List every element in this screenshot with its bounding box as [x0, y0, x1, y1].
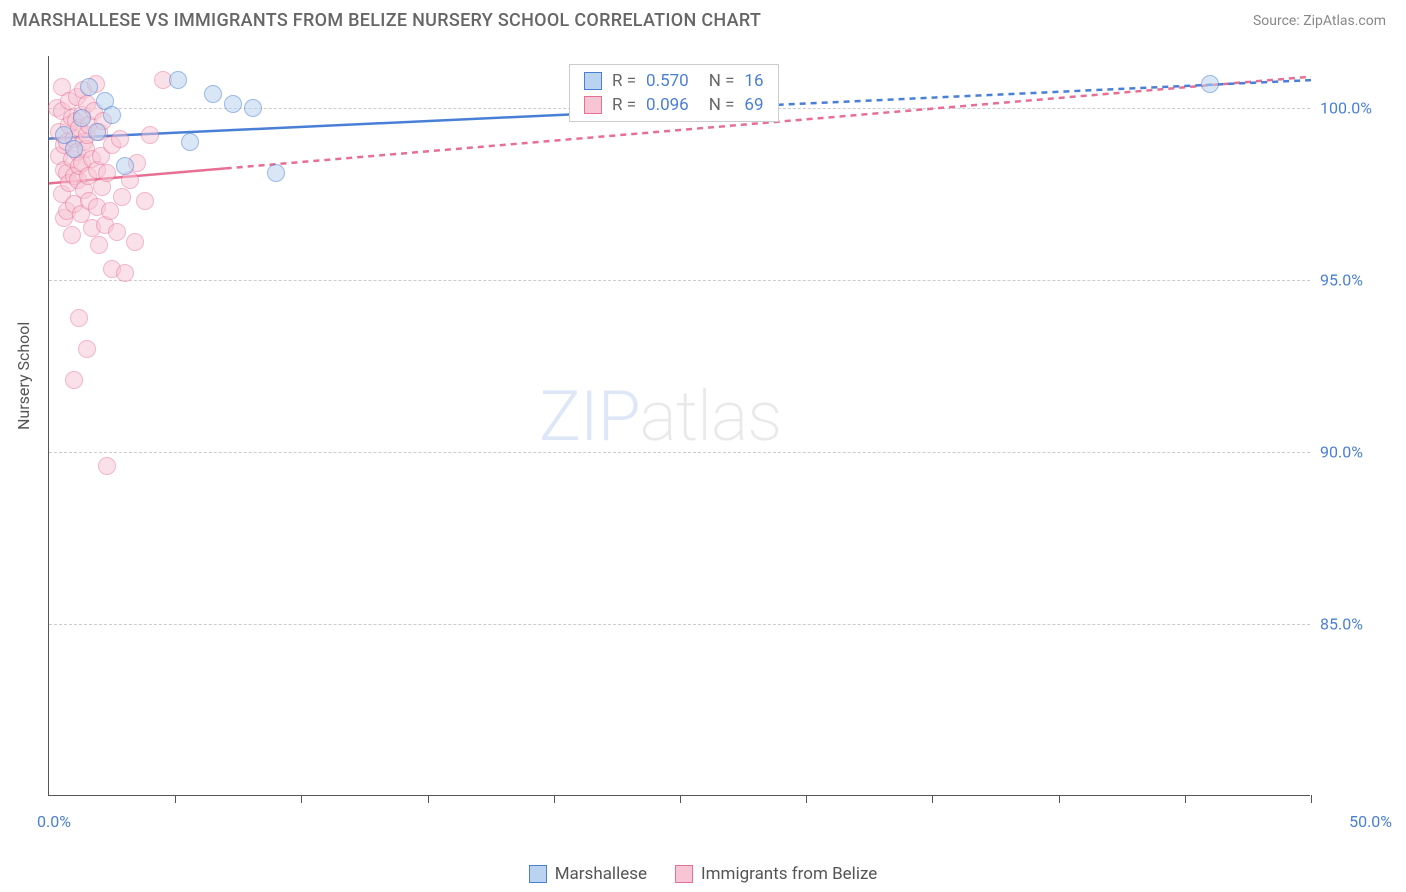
y-tick-label: 95.0% [1320, 270, 1390, 289]
data-point [65, 140, 83, 158]
scatter-plot-area: ZIPatlas 85.0%90.0%95.0%100.0% 0.0% 50.0… [48, 56, 1310, 796]
data-point [181, 133, 199, 151]
trendlines-svg [49, 56, 1310, 795]
x-tick-mark [680, 795, 681, 803]
legend-row-a: R = 0.570 N = 16 [570, 69, 778, 93]
y-axis-label: Nursery School [14, 322, 33, 430]
x-axis-max-label: 50.0% [1349, 812, 1392, 831]
x-axis-min-label: 0.0% [37, 812, 71, 831]
data-point [90, 236, 108, 254]
r-label: R = [612, 95, 636, 115]
data-point [204, 85, 222, 103]
x-tick-mark [554, 795, 555, 803]
series-a-name: Marshallese [555, 864, 647, 884]
data-point [98, 457, 116, 475]
source-attribution: Source: ZipAtlas.com [1253, 13, 1386, 29]
data-point [103, 106, 121, 124]
data-point [126, 233, 144, 251]
data-point [113, 188, 131, 206]
legend-item-b: Immigrants from Belize [675, 864, 877, 884]
x-tick-mark [301, 795, 302, 803]
x-tick-mark [1311, 795, 1312, 803]
series-b-name: Immigrants from Belize [701, 864, 877, 884]
n-label: N = [709, 95, 735, 115]
chart-header: MARSHALLESE VS IMMIGRANTS FROM BELIZE NU… [0, 0, 1406, 36]
data-point [63, 226, 81, 244]
correlation-legend: R = 0.570 N = 16 R = 0.096 N = 69 [569, 64, 779, 122]
n-value-b: 69 [744, 95, 763, 115]
data-point [267, 164, 285, 182]
swatch-b [584, 96, 602, 114]
x-tick-mark [806, 795, 807, 803]
swatch-a [529, 865, 547, 883]
y-tick-label: 100.0% [1320, 98, 1390, 117]
data-point [88, 123, 106, 141]
x-tick-mark [932, 795, 933, 803]
data-point [116, 264, 134, 282]
data-point [65, 371, 83, 389]
x-tick-mark [175, 795, 176, 803]
data-point [70, 309, 88, 327]
data-point [136, 192, 154, 210]
data-point [73, 109, 91, 127]
swatch-a [584, 72, 602, 90]
legend-item-a: Marshallese [529, 864, 647, 884]
data-point [108, 223, 126, 241]
data-point [111, 130, 129, 148]
x-tick-mark [1059, 795, 1060, 803]
x-tick-mark [1185, 795, 1186, 803]
n-label: N = [709, 71, 735, 91]
data-point [116, 157, 134, 175]
data-point [169, 71, 187, 89]
r-value-b: 0.096 [646, 95, 689, 115]
r-label: R = [612, 71, 636, 91]
data-point [244, 99, 262, 117]
n-value-a: 16 [744, 71, 763, 91]
data-point [101, 202, 119, 220]
data-point [78, 340, 96, 358]
y-tick-label: 90.0% [1320, 442, 1390, 461]
data-point [98, 164, 116, 182]
series-legend: Marshallese Immigrants from Belize [0, 864, 1406, 884]
data-point [224, 95, 242, 113]
data-point [1201, 75, 1219, 93]
x-tick-mark [428, 795, 429, 803]
swatch-b [675, 865, 693, 883]
legend-row-b: R = 0.096 N = 69 [570, 93, 778, 117]
r-value-a: 0.570 [646, 71, 689, 91]
data-point [141, 126, 159, 144]
chart-title: MARSHALLESE VS IMMIGRANTS FROM BELIZE NU… [12, 10, 761, 31]
data-point [80, 78, 98, 96]
y-tick-label: 85.0% [1320, 614, 1390, 633]
